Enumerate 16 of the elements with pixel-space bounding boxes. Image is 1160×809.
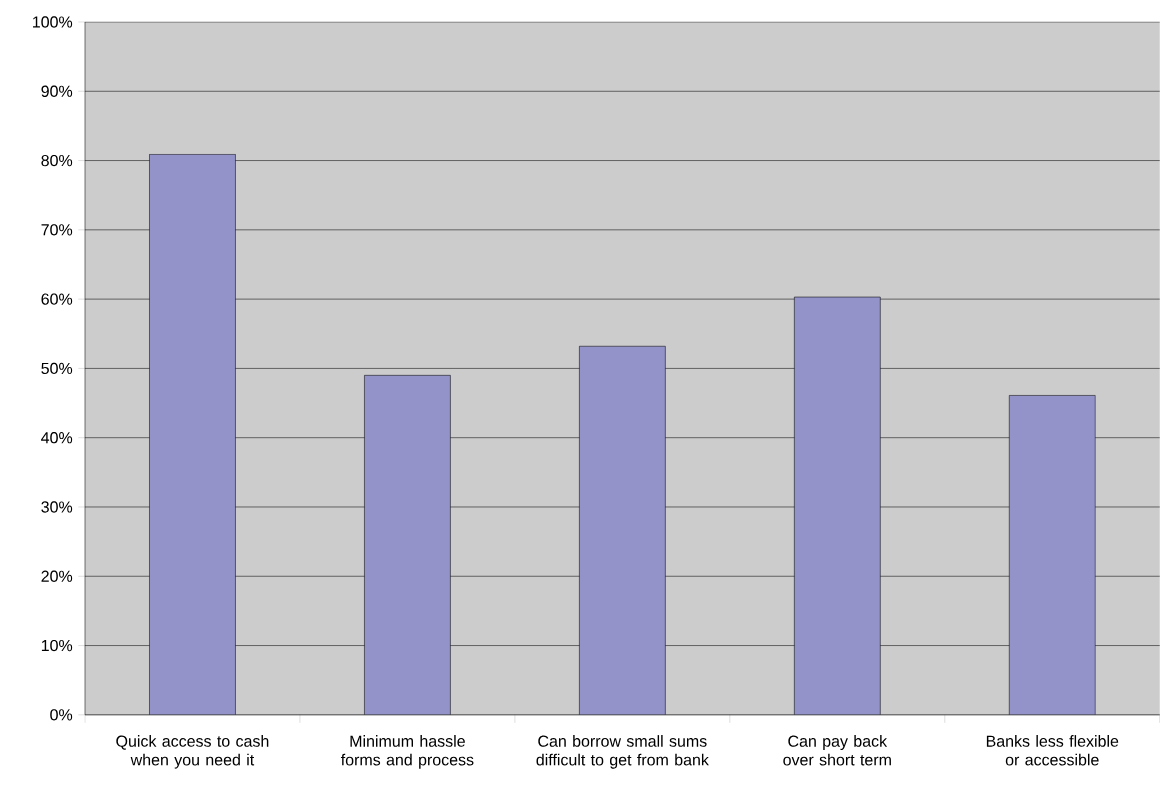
x-tick-label: Can pay back over short term bbox=[783, 735, 891, 766]
x-tick-label: Quick access to cash when you need it bbox=[116, 735, 269, 769]
x-tick-label: Can borrow small sums difficult to get from bank bbox=[536, 735, 709, 769]
y-tick-label: 60% bbox=[41, 293, 73, 305]
y-tick-label: 50% bbox=[41, 362, 73, 375]
y-tick-label: 90% bbox=[41, 85, 73, 98]
y-tick-label: 30% bbox=[41, 501, 73, 513]
x-tick-label: Banks less flexible or accessible bbox=[986, 735, 1119, 766]
y-tick-label: 0% bbox=[50, 709, 73, 721]
y-tick-label: 70% bbox=[41, 224, 73, 236]
y-tick-label: 80% bbox=[41, 154, 73, 167]
y-tick-label: 40% bbox=[41, 432, 73, 444]
y-tick-label: 10% bbox=[41, 639, 73, 652]
x-tick-label: Minimum hassle forms and process bbox=[340, 735, 474, 769]
y-tick-label: 100% bbox=[33, 16, 73, 28]
y-tick-label: 20% bbox=[41, 570, 73, 583]
